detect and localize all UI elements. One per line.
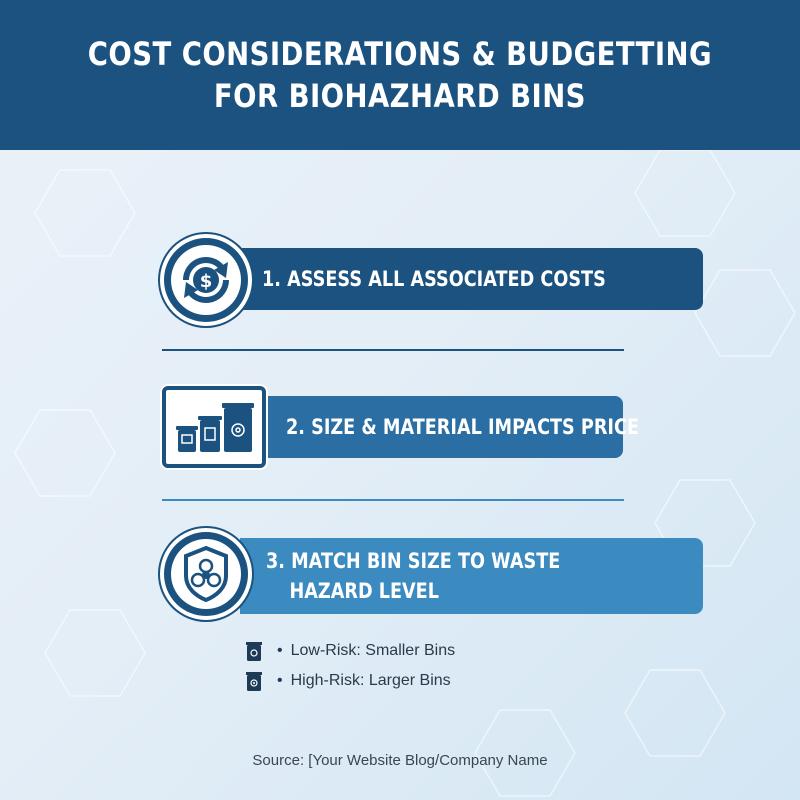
bullet-dot: • bbox=[277, 642, 283, 659]
step-1-label: 1. ASSESS ALL ASSOCIATED COSTS bbox=[262, 267, 606, 291]
hexagon-background-pattern bbox=[14, 150, 796, 797]
step-2-icon-box bbox=[162, 386, 266, 468]
step-3-label-line-1: 3. MATCH BIN SIZE TO WASTE bbox=[266, 549, 561, 573]
step-3-match-bin-size: 3. MATCH BIN SIZE TO WASTE HAZARD LEVEL bbox=[160, 524, 703, 620]
source-caption: Source: [Your Website Blog/Company Name bbox=[252, 752, 548, 769]
dollar-cycle-icon: $ bbox=[183, 257, 229, 303]
risk-bullet-list: • Low-Risk: Smaller Bins • High-Risk: La… bbox=[245, 636, 455, 696]
bullet-text-low-risk: Low-Risk: Smaller Bins bbox=[290, 642, 456, 659]
page-title: COST CONSIDERATIONS & BUDGETTING FOR BIO… bbox=[88, 33, 712, 117]
step-3-label-line-2: HAZARD LEVEL bbox=[289, 579, 439, 603]
step-3-banner: 3. MATCH BIN SIZE TO WASTE HAZARD LEVEL bbox=[240, 538, 703, 614]
list-item: • Low-Risk: Smaller Bins bbox=[245, 636, 455, 666]
step-2-banner: 2. SIZE & MATERIAL IMPACTS PRICE bbox=[260, 396, 639, 458]
biohazard-shield-icon bbox=[184, 545, 228, 603]
small-bin-icon bbox=[246, 642, 262, 661]
step-2-size-material: 2. SIZE & MATERIAL IMPACTS PRICE bbox=[160, 384, 639, 470]
svg-text:$: $ bbox=[200, 271, 213, 292]
list-item: • High-Risk: Larger Bins bbox=[245, 666, 455, 696]
bins-icon bbox=[176, 403, 254, 452]
step-1-assess-costs: 1. ASSESS ALL ASSOCIATED COSTS $ bbox=[160, 232, 703, 328]
divider-2 bbox=[162, 499, 624, 501]
header-banner: COST CONSIDERATIONS & BUDGETTING FOR BIO… bbox=[0, 0, 800, 150]
step-2-label: 2. SIZE & MATERIAL IMPACTS PRICE bbox=[286, 415, 639, 439]
step-3-icon-circle bbox=[160, 528, 252, 620]
step-1-banner: 1. ASSESS ALL ASSOCIATED COSTS bbox=[240, 248, 703, 310]
large-bin-icon bbox=[246, 672, 262, 691]
bullet-dot: • bbox=[277, 672, 283, 689]
step-1-icon-circle: $ bbox=[160, 234, 252, 326]
divider-1 bbox=[162, 349, 624, 351]
title-line-1: COST CONSIDERATIONS & BUDGETTING bbox=[87, 35, 713, 73]
title-line-2: FOR BIOHAZHARD BINS bbox=[213, 77, 587, 115]
bullet-text-high-risk: High-Risk: Larger Bins bbox=[290, 672, 451, 689]
